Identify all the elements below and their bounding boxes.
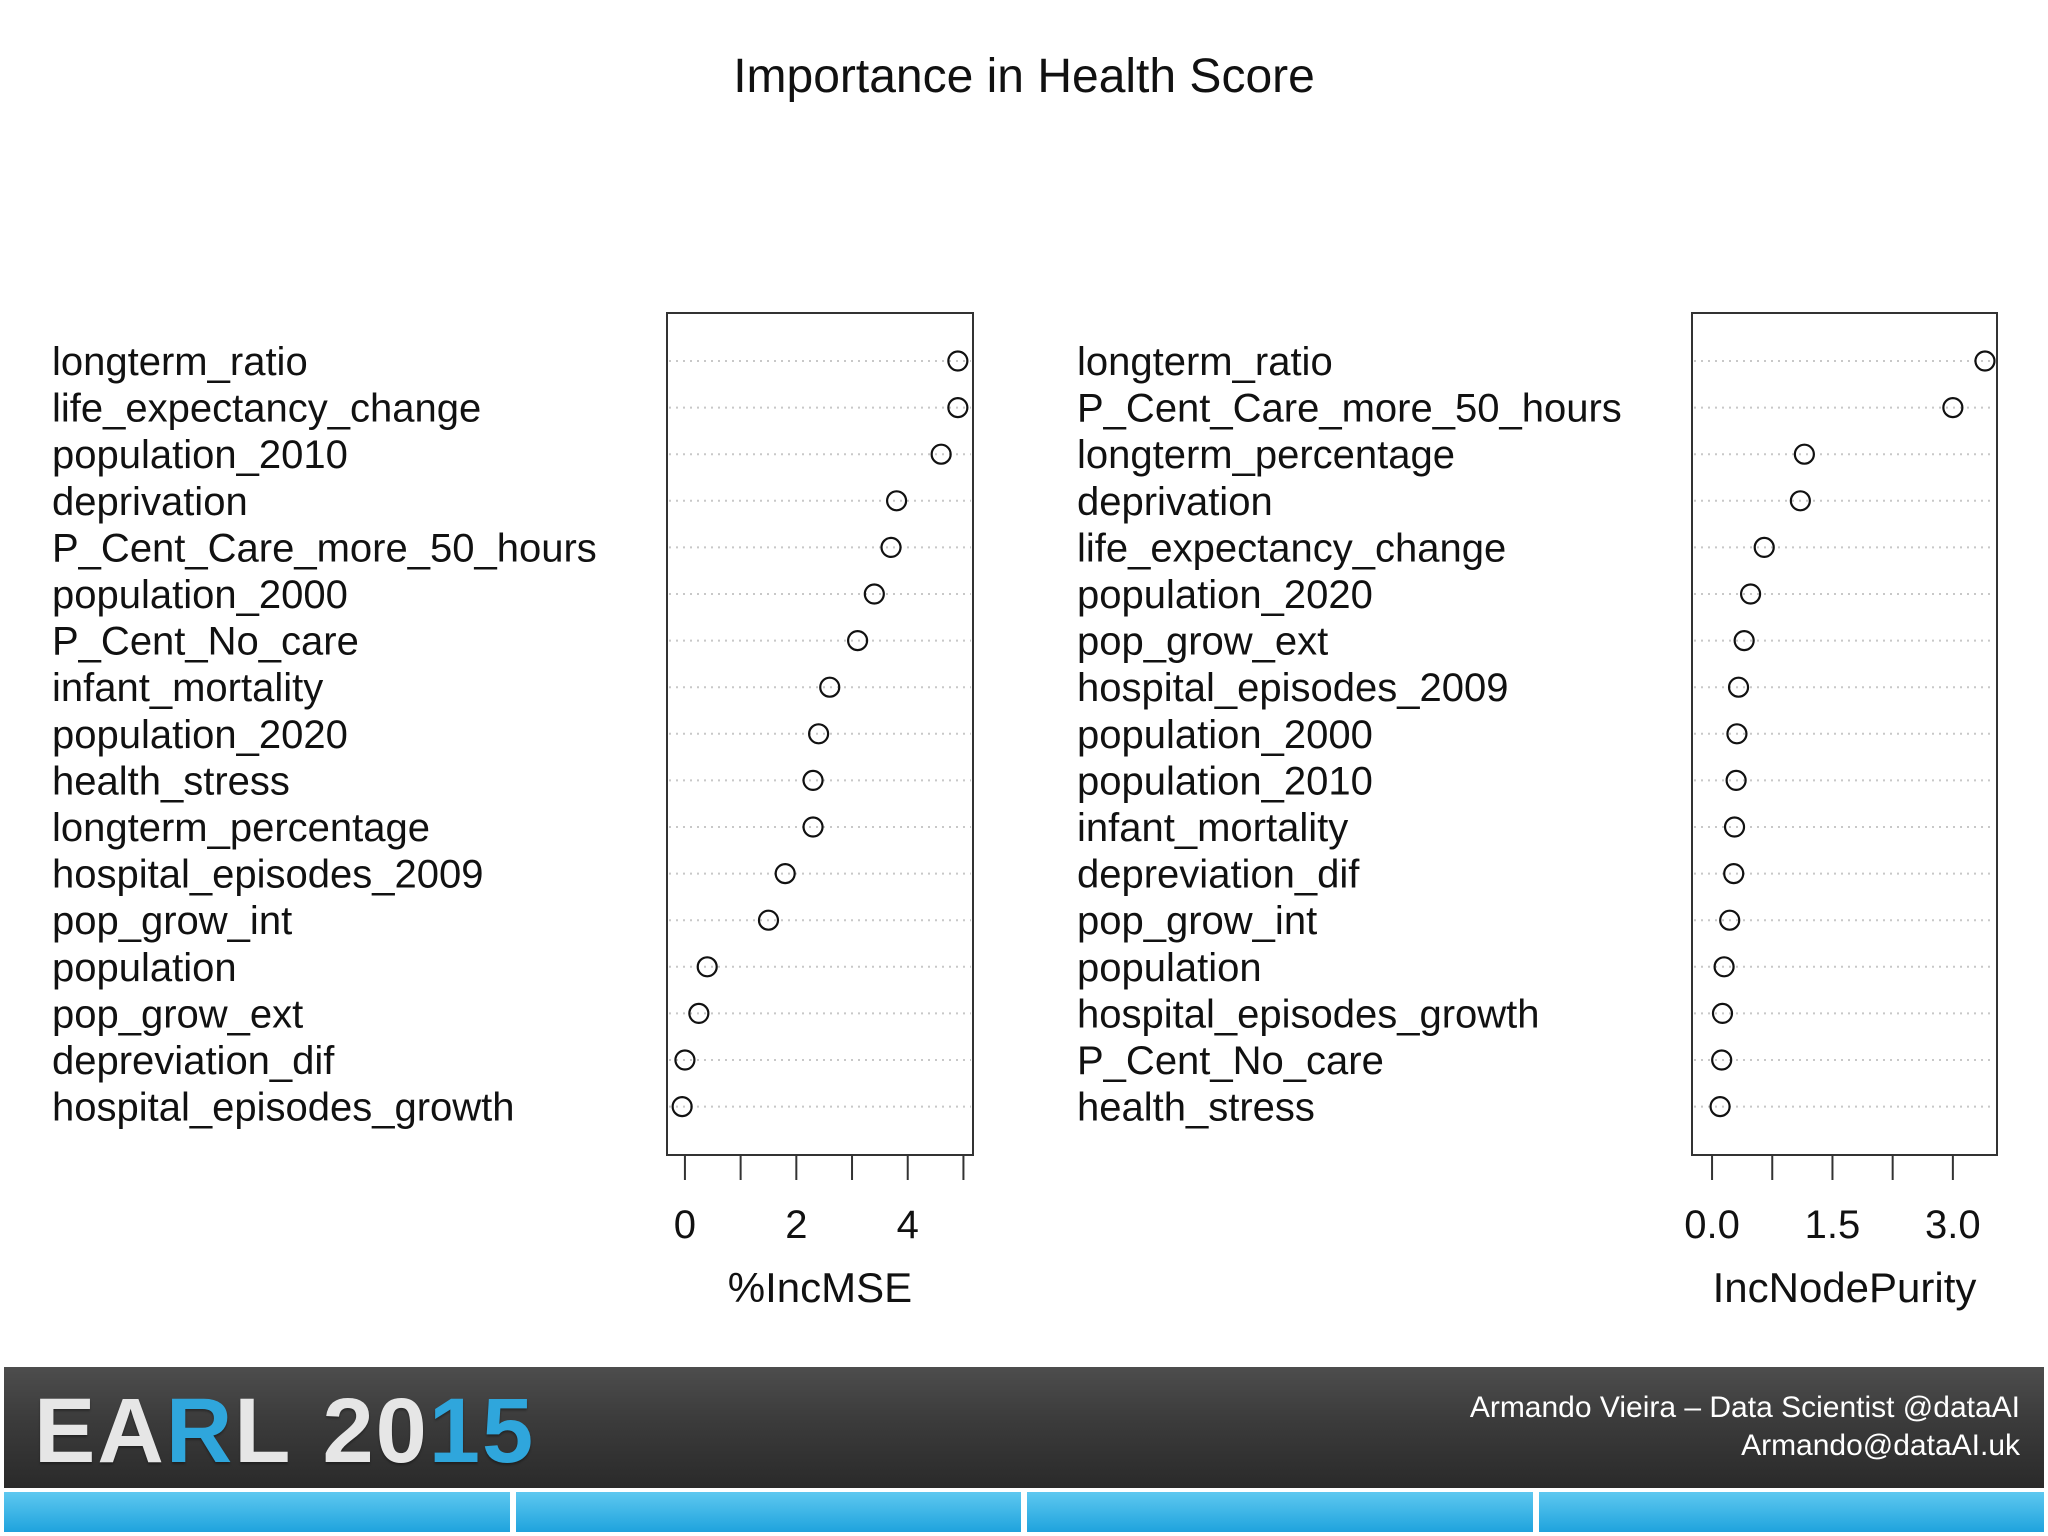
variable-label: P_Cent_No_care: [1077, 1039, 1384, 1083]
variable-label: population_2000: [1077, 713, 1373, 757]
variable-label: deprivation: [52, 480, 248, 524]
footer-banner: EARL 2015 Armando Vieira – Data Scientist…: [4, 1367, 2044, 1488]
data-point: [808, 723, 830, 745]
variable-label: pop_grow_int: [52, 899, 292, 943]
variable-label: health_stress: [1077, 1086, 1315, 1130]
data-point: [1725, 769, 1747, 792]
variable-label: hospital_episodes_2009: [52, 853, 483, 897]
data-point: [1733, 629, 1755, 652]
data-point: [930, 443, 952, 465]
data-point: [671, 1095, 693, 1118]
data-point: [947, 397, 969, 419]
data-point: [1942, 397, 1964, 419]
variable-label: pop_grow_ext: [1077, 620, 1328, 664]
incnodepurity-panel: longterm_ratioP_Cent_Care_more_50_hoursl…: [1077, 312, 1998, 1311]
email-line: Armando@dataAI.uk: [1741, 1429, 2020, 1462]
variable-label: infant_mortality: [1077, 806, 1348, 850]
author-info: Armando Vieira – Data Scientist @dataAI …: [1470, 1389, 2020, 1465]
variable-label: longterm_percentage: [1077, 433, 1455, 477]
x-axis-label: %IncMSE: [728, 1264, 912, 1311]
variable-label: P_Cent_Care_more_50_hours: [1077, 387, 1622, 431]
variable-label: population_2010: [52, 433, 348, 477]
data-point: [1739, 583, 1762, 605]
tick-label: 3.0: [1925, 1203, 1981, 1247]
variable-label: population_2020: [52, 713, 348, 757]
variable-label: deprivation: [1077, 480, 1273, 524]
data-point: [846, 629, 869, 652]
tick-label: 0.0: [1684, 1203, 1740, 1247]
author-line: Armando Vieira – Data Scientist @dataAI: [1469, 1391, 2020, 1424]
data-point: [1789, 490, 1811, 512]
data-point: [674, 1049, 696, 1071]
variable-label: population: [1077, 946, 1262, 990]
footer-stripe: [515, 1492, 1021, 1532]
tick-label: 0: [674, 1203, 696, 1247]
variable-label: longterm_ratio: [1077, 340, 1333, 384]
data-point: [802, 769, 824, 792]
tick-label: 2: [785, 1203, 807, 1247]
data-point: [774, 862, 796, 885]
footer-stripe: [1027, 1492, 1533, 1532]
data-point: [1726, 723, 1748, 745]
dot-chart: Importance in Health Score longterm_rati…: [52, 50, 1998, 1311]
data-point: [1711, 1049, 1733, 1071]
variable-label: infant_mortality: [52, 666, 323, 710]
data-point: [757, 909, 780, 931]
data-point: [1723, 862, 1745, 885]
variable-label: longterm_ratio: [52, 340, 308, 384]
tick-label: 4: [897, 1203, 919, 1247]
variable-label: depreviation_dif: [52, 1039, 335, 1083]
data-point: [947, 350, 969, 372]
variable-label: P_Cent_No_care: [52, 620, 359, 664]
data-point: [1709, 1095, 1731, 1118]
plot-frame: [666, 312, 974, 1156]
footer-stripe: [4, 1492, 510, 1532]
data-point: [880, 536, 902, 559]
tick-label: 1.5: [1805, 1203, 1861, 1247]
incmse-panel: longterm_ratiolife_expectancy_changepopu…: [52, 312, 974, 1311]
x-axis-label: IncNodePurity: [1713, 1264, 1977, 1311]
data-point: [696, 956, 718, 978]
variable-label: hospital_episodes_growth: [1077, 992, 1540, 1036]
data-point: [1713, 956, 1735, 978]
data-point: [1719, 909, 1741, 931]
plot-frame: [1691, 312, 1998, 1156]
data-point: [1723, 816, 1746, 838]
data-point: [1727, 676, 1750, 698]
data-point: [863, 583, 885, 605]
variable-label: health_stress: [52, 759, 290, 803]
variable-label: population_2010: [1077, 759, 1373, 803]
variable-label: hospital_episodes_2009: [1077, 666, 1508, 710]
data-point: [688, 1002, 710, 1025]
variable-label: longterm_percentage: [52, 806, 430, 850]
data-point: [819, 676, 841, 698]
variable-label: pop_grow_ext: [52, 992, 303, 1036]
variable-label: life_expectancy_change: [52, 387, 481, 431]
variable-label: pop_grow_int: [1077, 899, 1317, 943]
data-point: [1793, 443, 1815, 465]
variable-label: life_expectancy_change: [1077, 526, 1506, 570]
data-point: [802, 816, 824, 838]
variable-label: depreviation_dif: [1077, 853, 1360, 897]
data-point: [1753, 536, 1775, 559]
variable-label: population: [52, 946, 237, 990]
variable-label: population_2000: [52, 573, 348, 617]
data-point: [885, 490, 908, 512]
variable-label: P_Cent_Care_more_50_hours: [52, 526, 597, 570]
data-point: [1711, 1002, 1734, 1025]
chart-title: Importance in Health Score: [733, 50, 1315, 103]
footer-stripes: [4, 1492, 2044, 1532]
earl-2015-logo: EARL 2015: [34, 1380, 536, 1482]
variable-label: population_2020: [1077, 573, 1373, 617]
footer-stripe: [1538, 1492, 2044, 1532]
data-point: [1974, 350, 1996, 372]
variable-label: hospital_episodes_growth: [52, 1086, 515, 1130]
